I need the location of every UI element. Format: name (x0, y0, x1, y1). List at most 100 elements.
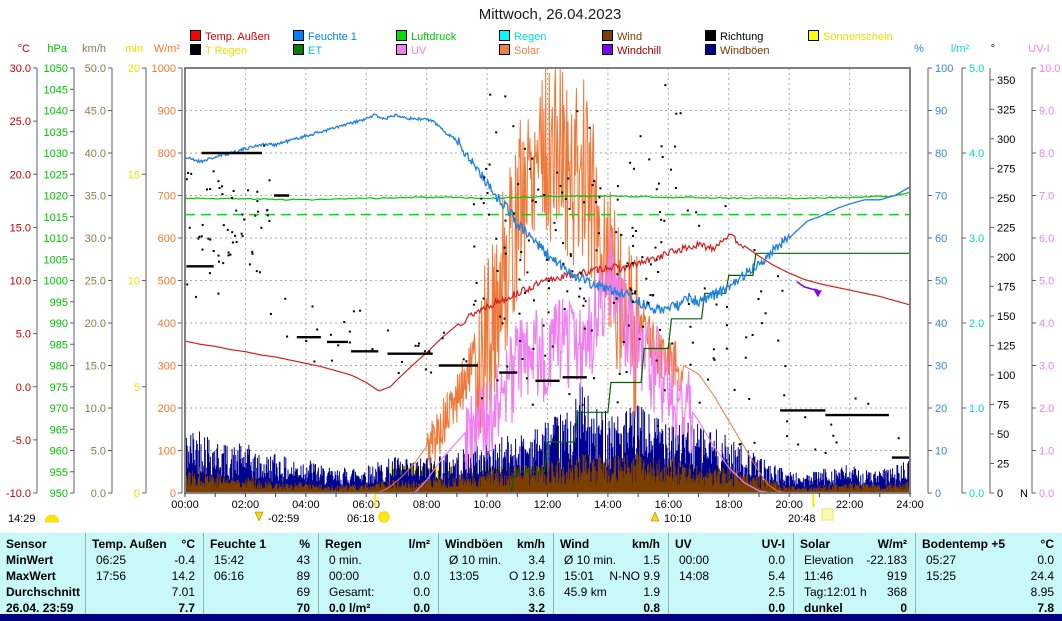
footer-column-bodentemp-5: Bodentemp +5 °C 05:27 0.0 15:25 24.4 8.95 7.8 (915, 533, 1062, 615)
footer-value: 0.0 (768, 553, 785, 567)
footer-cell: Durchschnitt (6, 585, 81, 599)
stats-footer: Sensor MinWert MaxWert Durchschnitt 26.04. 2… (0, 533, 1062, 615)
chart-title: Mittwoch, 26.04.2023 (478, 6, 622, 23)
footer-value: 3.6 (528, 585, 545, 599)
footer-value: 3.4 (528, 553, 545, 567)
footer-cell: 00:00 (679, 553, 710, 567)
footer-column-temp-au-en: Temp. Außen °C 06:25 -0.4 17:56 14.2 7.01 7.7 (85, 533, 203, 615)
tick-label: 5.0 (91, 446, 106, 458)
tick-label: 6.0 (1039, 233, 1054, 245)
tick-label: 350 (997, 75, 1015, 87)
tick-label: 200 (997, 252, 1015, 264)
tick-label: 970 (50, 403, 68, 415)
footer-value: 919 (886, 569, 907, 583)
sun-pale-icon (821, 508, 834, 521)
x-tick-label: 00:00 (171, 499, 199, 511)
footer-value: 0.0 (768, 601, 785, 615)
axis-lm2: 0.0 1.0 2.0 3.0 4.0 5.0 l/m² (951, 43, 984, 500)
axis-percent: 0 10 20 30 40 50 60 70 80 90 100% (914, 43, 953, 500)
moonset-arrow-icon (254, 511, 264, 522)
footer-cell: 11:46 (804, 569, 834, 583)
x-tick-label: 18:00 (715, 499, 743, 511)
footer-cell: 15:01 (564, 569, 595, 583)
footer-value: 0.0 (413, 585, 430, 599)
tick-label: 700 (158, 191, 176, 203)
footer-value: °C (1040, 537, 1054, 551)
legend-label: T Regen (205, 45, 247, 57)
footer-value: 7.01 (171, 585, 195, 599)
footer-cell: 15:42 (214, 553, 245, 567)
legend-label: Regen (514, 31, 547, 43)
x-tick-label: 22:00 (836, 499, 864, 511)
tick-label: 90 (935, 106, 947, 118)
x-tick-label: 06:00 (352, 499, 380, 511)
tick-label: 1.0 (969, 403, 984, 415)
footer-cell: Windböen (445, 537, 503, 551)
tick-label: 20 (128, 63, 140, 75)
tick-label: 985 (50, 339, 68, 351)
axis-unit-label: hPa (47, 43, 67, 55)
legend-swatch-icon (705, 30, 716, 41)
tick-label: 0 (134, 488, 140, 500)
footer-value: 0 (900, 601, 907, 615)
tick-label: 30.0 (85, 233, 106, 245)
footer-value: 43 (296, 553, 310, 567)
tick-label: 25 (997, 458, 1009, 470)
footer-value: O 12.9 (508, 569, 545, 583)
tick-label: 275 (997, 163, 1015, 175)
x-tick-label: 14:00 (594, 499, 622, 511)
footer-value: % (299, 537, 310, 551)
sun-time-tick (374, 494, 377, 507)
astro-marker-time: 06:18 (347, 513, 375, 525)
footer-value: 0.8 (643, 601, 660, 615)
legend-label: Wind (617, 31, 643, 43)
tick-label: 15.0 (85, 361, 106, 373)
tick-label: 175 (997, 281, 1015, 293)
tick-label: 80 (935, 148, 947, 160)
footer-value: l/m² (408, 537, 430, 551)
chart-legend: Temp. Außen Feuchte 1 Luftdruck Regen Wind Ri… (0, 30, 1062, 58)
footer-cell: Regen (325, 537, 362, 551)
footer-value: °C (181, 537, 195, 551)
tick-label: 20 (935, 403, 947, 415)
tick-label: 500 (158, 276, 176, 288)
axis-min: 0 5 10 15 20 min (125, 43, 147, 500)
tick-label: 30.0 (10, 63, 31, 75)
axis-unit-label: min (125, 43, 143, 55)
axis-unit-label: l/m² (951, 43, 970, 55)
tick-label: 40.0 (85, 148, 106, 160)
tick-label: 600 (158, 233, 176, 245)
x-tick-label: 10:00 (473, 499, 501, 511)
legend-swatch-icon (190, 30, 201, 41)
tick-label: 2.0 (969, 318, 984, 330)
footer-value: 7.8 (1037, 601, 1054, 615)
series-feuchte1 (184, 113, 911, 315)
tick-label: 400 (158, 318, 176, 330)
astro-marker-time: 14:29 (8, 513, 36, 525)
footer-value: km/h (516, 537, 545, 551)
footer-cell: Temp. Außen (92, 537, 167, 551)
footer-cell: Wind (560, 537, 590, 551)
legend-item-sonnenschein: Sonnenschein (808, 30, 893, 43)
tick-label: 10 (128, 276, 140, 288)
legend-swatch-icon (396, 44, 407, 55)
axis-uvi: 0.0 1.0 2.0 3.0 4.0 5.0 6.0 7.0 8.0 9.0 10.0 UV-I (1028, 43, 1060, 500)
tick-label: 975 (50, 382, 68, 394)
tick-label: 955 (50, 467, 68, 479)
tick-label: 100 (997, 370, 1015, 382)
footer-cell: 00:00 (329, 569, 360, 583)
footer-cell: Ø 10 min. (449, 553, 502, 567)
half-sun-icon (44, 514, 60, 523)
footer-cell: Solar (800, 537, 831, 551)
tick-label: -10.0 (6, 488, 31, 500)
x-axis: 00:00 02:00 04:00 06:00 08:00 10:00 12:00 14:00… (171, 493, 924, 511)
footer-cell: MaxWert (6, 569, 56, 583)
tick-label: 965 (50, 424, 68, 436)
legend-item-luftdruck: Luftdruck (396, 30, 456, 43)
footer-value: 1.5 (643, 553, 660, 567)
series-richtung (184, 84, 910, 459)
tick-label: 900 (158, 106, 176, 118)
x-tick-label: 12:00 (534, 499, 562, 511)
tick-label: 3.0 (1039, 361, 1054, 373)
footer-value: 24.4 (1030, 569, 1054, 583)
